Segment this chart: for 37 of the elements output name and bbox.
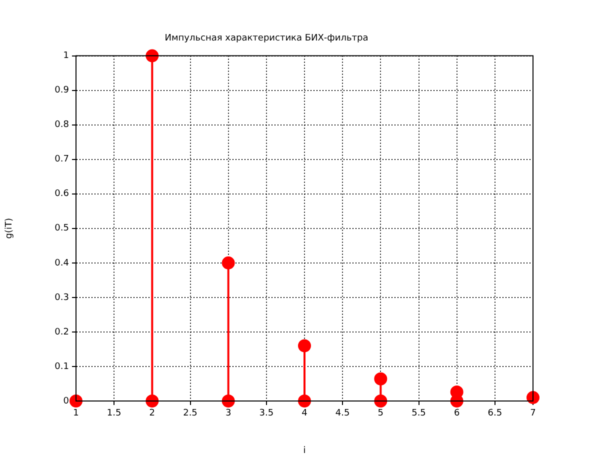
x-tick-label: 2 <box>149 408 156 419</box>
y-tick-label: 0.8 <box>54 120 70 130</box>
point <box>526 391 540 404</box>
x-tick-label: 5 <box>378 408 384 419</box>
y-tick-label: 0.1 <box>54 362 69 372</box>
y-tick-label: 0.3 <box>54 292 69 303</box>
y-axis-title: g(iT) <box>4 218 15 239</box>
y-tick-label: 0.5 <box>54 224 69 234</box>
chart-title: Импульсная характеристика БИХ-фильтра <box>164 34 368 44</box>
point <box>146 394 159 408</box>
x-tick-label: 3.5 <box>259 408 274 419</box>
y-tick-label: 0.9 <box>54 86 70 96</box>
point <box>298 394 311 408</box>
x-tick-label: 6 <box>454 408 460 419</box>
x-axis-title: i <box>303 446 306 456</box>
x-tick-label: 4.5 <box>335 408 350 419</box>
point <box>222 256 235 270</box>
point <box>146 49 159 62</box>
x-tick-label: 1.5 <box>106 408 122 419</box>
y-tick-label: 1 <box>63 51 69 62</box>
y-tick-label: 0.2 <box>54 327 69 338</box>
x-tick-label: 6.5 <box>488 408 502 419</box>
point <box>70 394 82 408</box>
point <box>298 339 311 352</box>
y-tick-label: 0.7 <box>54 154 69 165</box>
point <box>374 394 388 408</box>
y-tick-label: 0.4 <box>54 258 70 268</box>
point <box>374 372 388 386</box>
x-tick-label: 4 <box>302 408 308 419</box>
x-tick-label: 5.5 <box>412 408 426 419</box>
x-tick-label: 2.5 <box>183 408 198 419</box>
x-tick-label: 1 <box>73 408 79 419</box>
point <box>222 394 235 408</box>
y-tick-label: 0.6 <box>54 189 70 200</box>
y-tick-label: 0 <box>63 396 70 406</box>
x-tick-label: 3 <box>225 408 232 419</box>
x-tick-label: 7 <box>530 408 536 419</box>
